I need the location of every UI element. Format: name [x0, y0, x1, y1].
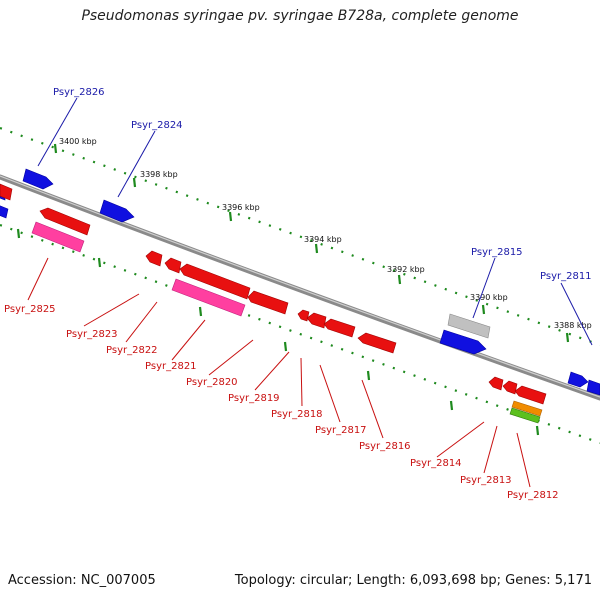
gene-label-reverse[interactable]: Psyr_2819 — [228, 393, 280, 404]
gene-label-reverse[interactable]: Psyr_2821 — [145, 361, 197, 372]
gene-label-reverse[interactable]: Psyr_2816 — [359, 441, 411, 452]
gene-arrow-reverse[interactable] — [145, 250, 163, 267]
tick-label: 3390 kbp — [470, 293, 508, 302]
rna-gene[interactable] — [171, 278, 246, 317]
gene-arrow-reverse[interactable] — [323, 318, 356, 338]
gene-arrow-reverse[interactable] — [514, 385, 547, 405]
label-leader — [300, 357, 303, 407]
rna-gene[interactable] — [31, 221, 85, 253]
major-tick — [283, 341, 288, 352]
label-leader — [436, 421, 485, 458]
major-tick — [366, 370, 371, 381]
gene-band-orange[interactable] — [511, 400, 543, 417]
gene-label-reverse[interactable]: Psyr_2817 — [315, 425, 367, 436]
gene-arrow-reverse[interactable] — [39, 207, 91, 236]
gene-arrow-forward[interactable] — [22, 168, 54, 190]
major-tick — [97, 257, 102, 268]
forward-gene-labels: Psyr_2826 Psyr_2824 Psyr_2815 Psyr_2811 — [53, 87, 592, 282]
reverse-label-lines — [27, 257, 531, 488]
gene-arrow-forward[interactable] — [439, 329, 487, 355]
map-title: Pseudomonas syringae pv. syringae B728a,… — [81, 8, 519, 24]
gene-arrow-forward[interactable] — [567, 371, 589, 388]
topology-text: Topology: circular; Length: 6,093,698 bp… — [234, 573, 592, 588]
gene-arrow-reverse[interactable] — [179, 263, 251, 300]
major-tick — [565, 332, 570, 343]
tick-label: 3392 kbp — [387, 265, 425, 274]
major-tick — [481, 304, 486, 315]
gene-band-green[interactable] — [509, 407, 541, 424]
gene-label-reverse[interactable]: Psyr_2818 — [271, 409, 323, 420]
label-leader — [361, 379, 384, 439]
gene-arrow-reverse[interactable] — [297, 309, 310, 322]
pseudo-gene[interactable] — [447, 313, 491, 339]
gene-arrow-forward[interactable] — [0, 205, 9, 219]
gene-arrow-reverse[interactable] — [502, 380, 518, 395]
label-leader — [483, 425, 498, 474]
tick-label: 3396 kbp — [222, 203, 260, 212]
major-tick — [314, 243, 319, 254]
reverse-gene-labels: Psyr_2825 Psyr_2823 Psyr_2822 Psyr_2821 … — [4, 304, 559, 501]
label-leader — [516, 432, 531, 488]
gene-arrow-reverse[interactable] — [0, 183, 13, 201]
label-leader — [472, 257, 496, 319]
gene-arrow-reverse[interactable] — [247, 290, 289, 315]
gene-arrow-reverse[interactable] — [357, 332, 397, 354]
gene-label-forward[interactable]: Psyr_2826 — [53, 87, 105, 98]
major-ticks — [16, 143, 570, 436]
forward-label-lines — [37, 97, 593, 346]
scale-dots-upper — [0, 126, 600, 347]
gene-arrow-reverse[interactable] — [164, 257, 182, 274]
gene-label-forward[interactable]: Psyr_2811 — [540, 271, 592, 282]
label-leader — [319, 364, 341, 423]
gene-label-reverse[interactable]: Psyr_2823 — [66, 329, 118, 340]
label-leader — [171, 319, 206, 361]
label-leader — [117, 130, 156, 198]
major-tick — [449, 400, 454, 411]
gene-label-forward[interactable]: Psyr_2815 — [471, 247, 523, 258]
scale-dots-lower — [0, 223, 600, 445]
gene-label-reverse[interactable]: Psyr_2820 — [186, 377, 238, 388]
major-tick — [16, 228, 21, 239]
label-leader — [37, 97, 78, 167]
gene-arrow-reverse[interactable] — [306, 312, 327, 329]
label-leader — [208, 339, 254, 376]
tick-label: 3400 kbp — [59, 137, 97, 146]
major-tick — [397, 274, 402, 285]
forward-genes — [0, 168, 600, 396]
label-leader — [27, 257, 49, 301]
genome-backbone-highlight — [0, 175, 600, 398]
major-tick — [228, 211, 233, 222]
major-tick — [53, 143, 58, 154]
gene-label-reverse[interactable]: Psyr_2813 — [460, 475, 512, 486]
label-leader — [560, 282, 593, 346]
gene-label-forward[interactable]: Psyr_2824 — [131, 120, 183, 131]
gene-arrow-forward[interactable] — [99, 199, 135, 223]
gene-label-reverse[interactable]: Psyr_2812 — [507, 490, 559, 501]
tick-label: 3394 kbp — [304, 235, 342, 244]
accession-text: Accession: NC_007005 — [8, 573, 156, 588]
reverse-genes — [0, 183, 547, 424]
gene-label-reverse[interactable]: Psyr_2822 — [106, 345, 158, 356]
tick-labels: 3400 kbp 3398 kbp 3396 kbp 3394 kbp 3392… — [59, 137, 592, 330]
gene-label-reverse[interactable]: Psyr_2814 — [410, 458, 462, 469]
scale-dots — [0, 126, 600, 445]
label-leader — [83, 293, 140, 327]
gene-arrow-reverse[interactable] — [488, 376, 504, 391]
major-tick — [198, 306, 203, 317]
major-tick — [535, 425, 540, 436]
label-leader — [254, 351, 290, 391]
genome-backbone — [0, 174, 600, 401]
tick-label: 3388 kbp — [554, 321, 592, 330]
gene-label-reverse[interactable]: Psyr_2825 — [4, 304, 56, 315]
major-tick — [132, 177, 137, 188]
label-leader — [125, 301, 158, 343]
gene-arrow-forward[interactable] — [586, 379, 600, 396]
tick-label: 3398 kbp — [140, 170, 178, 179]
